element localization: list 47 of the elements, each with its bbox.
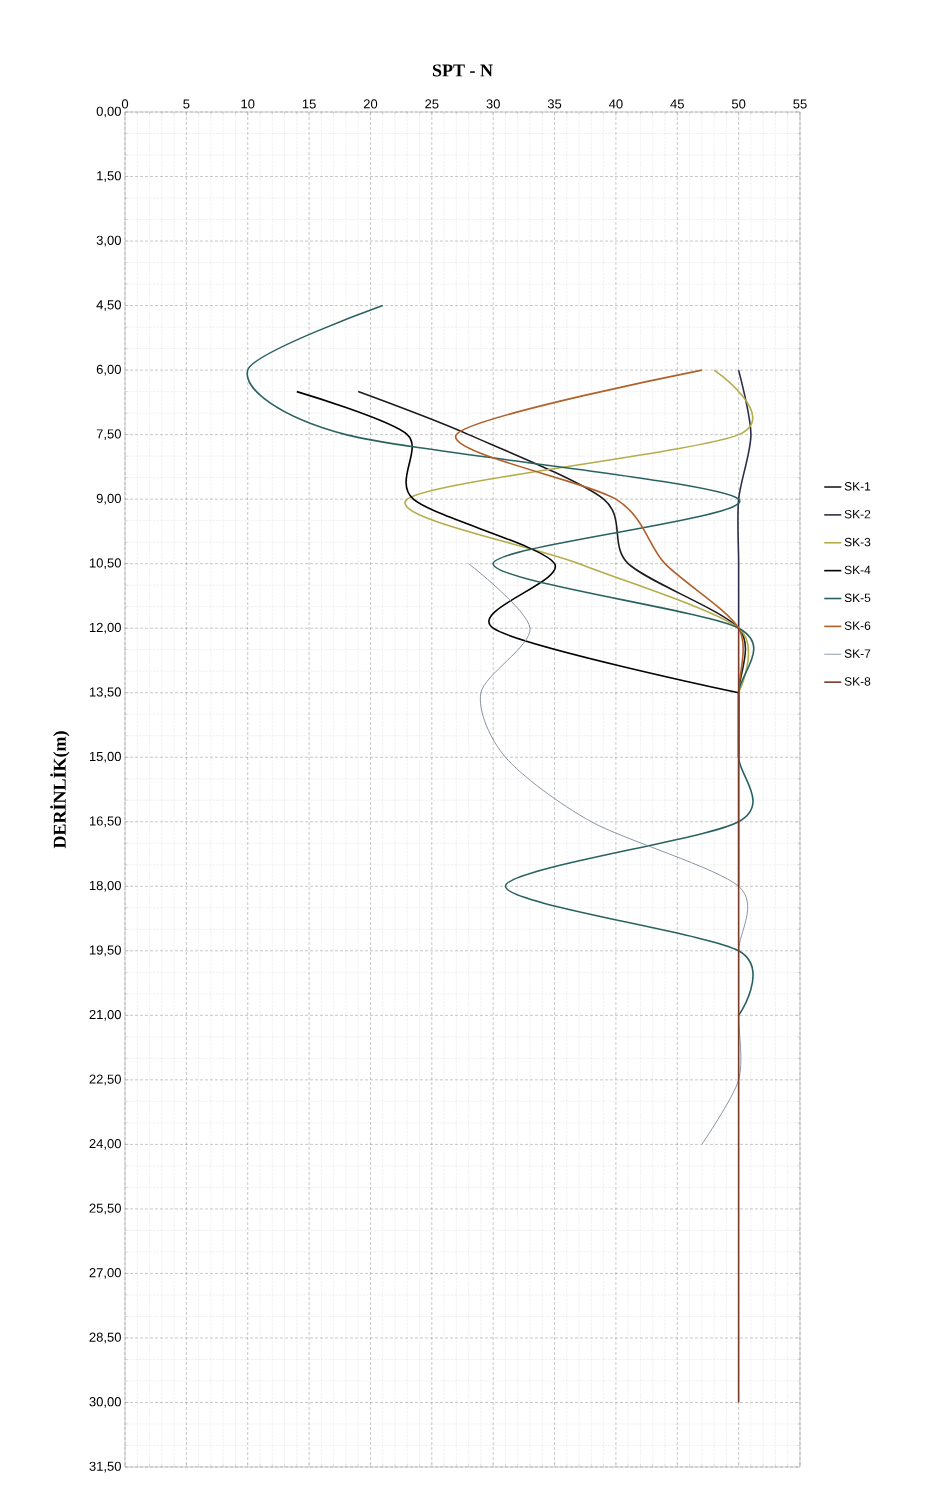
x-tick-label: 50 bbox=[731, 99, 746, 109]
y-tick-label: 27,00 bbox=[89, 1268, 121, 1279]
x-tick-label: 55 bbox=[793, 99, 807, 109]
legend-label: SK-5 bbox=[844, 593, 871, 603]
x-tick-label: 10 bbox=[241, 99, 255, 109]
legend-label: SK-1 bbox=[844, 482, 871, 491]
y-axis-title: DERİNLİK(m) bbox=[50, 731, 70, 849]
line-series bbox=[296, 390, 740, 694]
x-axis-title: SPT - N bbox=[432, 64, 493, 77]
line-series bbox=[737, 627, 740, 1404]
y-tick-label: 22,50 bbox=[89, 1074, 121, 1086]
x-tick-label: 45 bbox=[670, 99, 684, 109]
legend-label: SK-4 bbox=[844, 565, 871, 575]
y-tick-label: 3,00 bbox=[96, 235, 121, 247]
line-series bbox=[737, 369, 752, 629]
y-tick-label: 18,00 bbox=[89, 880, 121, 892]
y-tick-label: 19,50 bbox=[89, 945, 121, 957]
y-tick-label: 30,00 bbox=[89, 1397, 121, 1408]
x-tick-label: 15 bbox=[302, 99, 316, 109]
y-tick-label: 9,00 bbox=[96, 493, 121, 505]
y-tick-label: 12,00 bbox=[89, 622, 121, 634]
x-tick-label: 25 bbox=[425, 99, 439, 109]
legend-label: SK-6 bbox=[844, 621, 871, 630]
y-tick-label: 7,50 bbox=[96, 429, 121, 440]
y-tick-label: 21,00 bbox=[89, 1009, 121, 1021]
x-tick-label: 5 bbox=[183, 99, 190, 109]
x-tick-label: 0 bbox=[121, 99, 129, 109]
x-tick-label: 35 bbox=[547, 99, 562, 109]
y-tick-label: 1,50 bbox=[97, 171, 121, 182]
legend-label: SK-2 bbox=[844, 509, 871, 519]
y-tick-label: 24,00 bbox=[89, 1139, 121, 1150]
legend-label: SK-7 bbox=[844, 649, 871, 658]
y-tick-label: 28,50 bbox=[89, 1332, 121, 1344]
y-tick-label: 15,00 bbox=[89, 751, 121, 763]
legend-label: SK-3 bbox=[844, 537, 871, 547]
y-tick-label: 4,50 bbox=[96, 300, 121, 311]
y-tick-label: 6,00 bbox=[96, 364, 121, 376]
y-tick-label: 16,50 bbox=[89, 816, 121, 828]
y-tick-label: 0,00 bbox=[96, 106, 121, 118]
y-tick-label: 13,50 bbox=[89, 687, 121, 699]
y-tick-label: 31,50 bbox=[89, 1461, 121, 1473]
y-tick-label: 25,50 bbox=[89, 1203, 121, 1215]
legend-label: SK-8 bbox=[844, 677, 871, 686]
x-tick-label: 20 bbox=[363, 99, 378, 109]
y-tick-label: 10,50 bbox=[89, 558, 121, 570]
x-tick-label: 40 bbox=[608, 99, 623, 109]
x-tick-label: 30 bbox=[486, 99, 500, 109]
